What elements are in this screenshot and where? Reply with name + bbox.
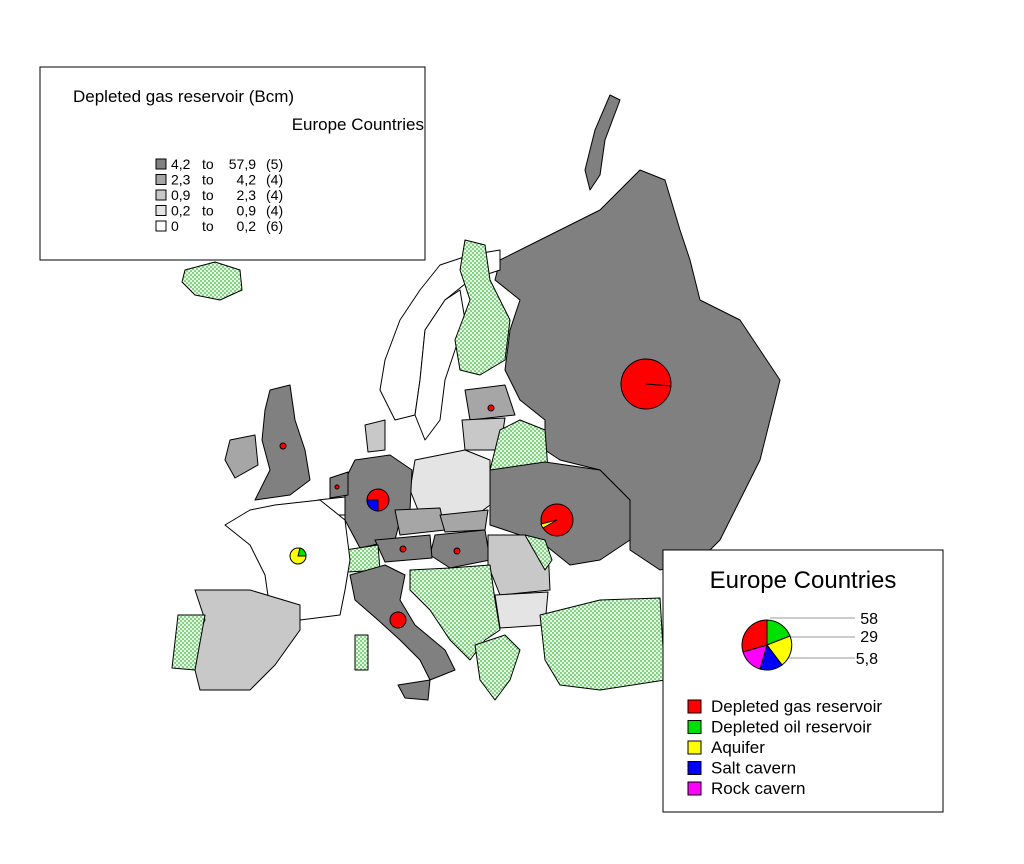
norway (379, 249, 501, 421)
class-swatch (155, 220, 167, 232)
czechia (394, 507, 446, 536)
pie-hungary (453, 547, 461, 555)
sardinia (354, 634, 369, 671)
sicily (397, 679, 431, 701)
novaya-zemlya (584, 94, 621, 191)
pie-slice (297, 547, 307, 557)
class-count: (6) (266, 218, 283, 234)
class-count: (4) (266, 203, 283, 219)
class-swatch (155, 189, 167, 201)
class-swatch (155, 158, 167, 170)
legend-label: Depleted gas reservoir (711, 697, 882, 716)
class-count: (4) (266, 187, 283, 203)
class-upper: 0,9 (237, 203, 257, 219)
balkans (409, 564, 501, 661)
sweden (414, 289, 466, 441)
sample-pie (741, 619, 793, 671)
class-from: 4,2 (171, 156, 191, 172)
pie-latvia (487, 404, 495, 412)
legend-subtitle: Europe Countries (292, 115, 424, 134)
hungary (429, 529, 491, 569)
country-pies (279, 358, 672, 629)
legend-box (39, 66, 426, 261)
legend-swatch (687, 699, 702, 714)
bulgaria (494, 591, 549, 629)
spain (189, 589, 301, 691)
class-from: 0,9 (171, 187, 191, 203)
finland (454, 239, 511, 376)
pie-italy (389, 611, 407, 629)
pie-slice (540, 519, 558, 529)
class-upper: 4,2 (237, 172, 257, 188)
legend-swatch (687, 720, 702, 734)
legend-title: Europe Countries (710, 567, 897, 594)
legend-title: Depleted gas reservoir (Bcm) (73, 87, 294, 106)
pie-slice (366, 499, 379, 512)
class-to: to (202, 187, 214, 203)
uk (254, 384, 311, 501)
class-legend: Depleted gas reservoir (Bcm) Europe Coun… (39, 66, 426, 261)
class-from: 0,2 (171, 203, 191, 219)
moldova (524, 534, 553, 571)
size-label: 5,8 (856, 651, 878, 668)
pie-austria (399, 545, 407, 553)
size-label: 58 (860, 611, 878, 628)
legend-label: Rock cavern (711, 779, 805, 798)
ireland (224, 434, 259, 479)
class-upper: 0,2 (237, 218, 257, 234)
class-upper: 57,9 (229, 156, 256, 172)
class-to: to (202, 156, 214, 172)
legend-label: Salt cavern (711, 759, 796, 778)
class-swatch (155, 205, 167, 216)
class-count: (5) (266, 156, 283, 172)
class-to: to (202, 203, 214, 219)
size-label: 29 (860, 629, 878, 646)
class-count: (4) (266, 172, 283, 188)
class-to: to (202, 218, 214, 234)
class-from: 0 (171, 218, 179, 234)
legend-swatch (687, 781, 702, 796)
pie-uk (279, 442, 287, 450)
legend-swatch (687, 740, 702, 755)
greece (474, 634, 521, 701)
portugal (171, 614, 206, 671)
iceland (181, 261, 243, 301)
legend-box (662, 549, 944, 813)
turkey (539, 597, 666, 691)
class-from: 2,3 (171, 172, 191, 188)
estonia-latvia (464, 384, 516, 421)
denmark (364, 419, 386, 453)
class-upper: 2,3 (237, 187, 257, 203)
pie-slice-line (645, 383, 672, 387)
slice (741, 619, 768, 653)
netherlands (329, 471, 349, 499)
legend-swatch (687, 761, 702, 775)
countries (171, 94, 781, 701)
pie-netherlands (334, 484, 340, 490)
legend-label: Aquifer (711, 738, 765, 757)
class-swatch (155, 174, 167, 185)
class-to: to (202, 172, 214, 188)
legend-label: Depleted oil reservoir (711, 718, 872, 737)
